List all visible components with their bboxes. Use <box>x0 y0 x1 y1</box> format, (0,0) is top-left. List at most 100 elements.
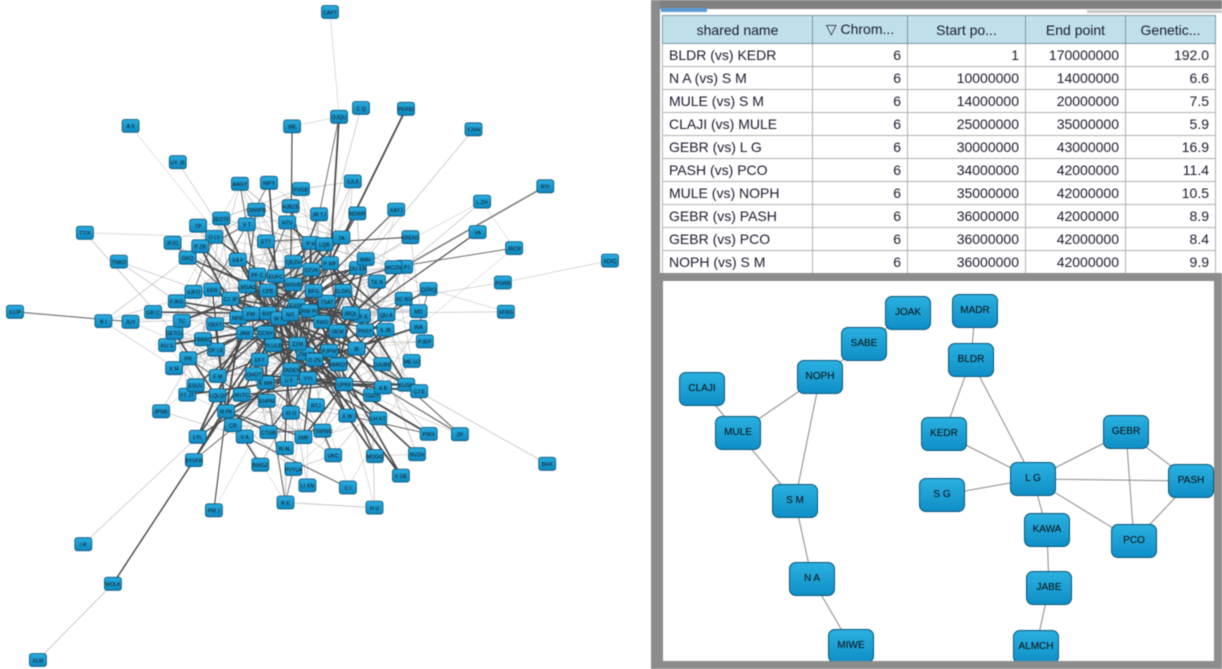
svg-text:XDIQ: XDIQ <box>604 259 617 265</box>
svg-text:KRENS: KRENS <box>401 236 420 242</box>
svg-text:BHX: BHX <box>542 462 553 468</box>
svg-text:TSWWU: TSWWU <box>312 429 333 435</box>
svg-text:OJUBB: OJUBB <box>374 363 392 369</box>
svg-text:TNKO: TNKO <box>112 260 127 266</box>
svg-text:NVZH: NVZH <box>410 453 425 459</box>
svg-text:XMF: XMF <box>298 435 310 441</box>
svg-text:XA F: XA F <box>232 258 244 264</box>
svg-text:HJBZE: HJBZE <box>282 205 299 211</box>
svg-text:C Q: C Q <box>356 106 365 112</box>
svg-text:CR: CR <box>229 423 237 429</box>
svg-text:OEFT: OEFT <box>208 322 223 328</box>
svg-text:O LV: O LV <box>208 235 220 241</box>
svg-text:PWX: PWX <box>423 432 436 438</box>
svg-text:QZRQ: QZRQ <box>421 287 436 293</box>
svg-text:FVGB: FVGB <box>294 187 309 193</box>
svg-text:INA: INA <box>414 325 423 331</box>
svg-text:PM J: PM J <box>208 509 220 515</box>
svg-text:ESUV: ESUV <box>188 384 203 390</box>
svg-text:F M: F M <box>213 374 222 380</box>
svg-text:RW PI: RW PI <box>302 309 317 315</box>
svg-text:TTIX: TTIX <box>79 231 91 237</box>
svg-text:R E: R E <box>281 501 290 507</box>
svg-text:ZZM: ZZM <box>292 342 303 348</box>
svg-text:CAPT: CAPT <box>323 10 338 16</box>
svg-text:MD: MD <box>414 310 422 316</box>
svg-text:UY JE: UY JE <box>170 161 185 167</box>
svg-text:XWO: XWO <box>316 320 329 326</box>
svg-text:WAV: WAV <box>360 257 372 263</box>
svg-text:JRQL: JRQL <box>344 311 358 317</box>
svg-text:ZP: ZP <box>457 433 464 439</box>
svg-text:A B: A B <box>379 386 388 392</box>
svg-text:XC BS: XC BS <box>396 297 412 303</box>
svg-text:TE N: TE N <box>371 280 383 286</box>
svg-text:XJJP: XJJP <box>9 310 22 316</box>
svg-text:YJVH: YJVH <box>467 128 481 134</box>
svg-text:WCZN: WCZN <box>386 266 402 272</box>
svg-text:GETCL: GETCL <box>166 331 184 337</box>
svg-text:EFT: EFT <box>255 358 266 364</box>
svg-text:JEOTF: JEOTF <box>213 217 231 223</box>
svg-text:EER: EER <box>207 288 218 294</box>
svg-text:TP: TP <box>195 224 202 230</box>
svg-text:LYL: LYL <box>193 435 202 441</box>
svg-text:VJFO: VJFO <box>187 290 201 296</box>
svg-text:YYI: YYI <box>304 377 313 383</box>
svg-text:P WF: P WF <box>323 261 337 267</box>
svg-text:ELGKL: ELGKL <box>335 289 352 295</box>
svg-text:CTGB: CTGB <box>261 430 276 436</box>
svg-text:DF LE: DF LE <box>208 348 223 354</box>
svg-text:UPKF: UPKF <box>337 383 352 389</box>
svg-text:NDWR: NDWR <box>349 212 366 218</box>
svg-text:LI XN: LI XN <box>301 484 314 490</box>
svg-text:WSVB: WSVB <box>286 283 302 289</box>
svg-text:H U: H U <box>370 506 379 512</box>
svg-text:LH KT: LH KT <box>371 417 387 423</box>
svg-text:LQB: LQB <box>319 243 330 249</box>
svg-text:JR TJ: JR TJ <box>312 213 326 219</box>
svg-text:WE: WE <box>288 125 297 131</box>
svg-text:OHOT: OHOT <box>246 372 262 378</box>
svg-text:RTJ: RTJ <box>311 404 321 410</box>
svg-text:CJ E: CJ E <box>413 390 425 396</box>
svg-text:TADEN: TADEN <box>283 368 301 374</box>
svg-text:OU EB: OU EB <box>350 266 367 272</box>
svg-text:HMRDS: HMRDS <box>329 363 349 369</box>
svg-text:S JB: S JB <box>380 328 392 334</box>
svg-text:FW: FW <box>247 312 255 318</box>
svg-text:ME UJ: ME UJ <box>404 359 420 365</box>
svg-text:MOGG: MOGG <box>367 454 384 460</box>
svg-text:PJPW: PJPW <box>322 349 337 355</box>
svg-text:PNSY: PNSY <box>358 329 373 335</box>
svg-text:TC: TC <box>178 319 185 325</box>
svg-text:XI O: XI O <box>286 411 297 417</box>
svg-text:EUFC: EUFC <box>269 275 284 281</box>
svg-text:JBCR: JBCR <box>507 246 521 252</box>
svg-text:OJQU: OJQU <box>332 115 347 121</box>
svg-text:SJLE: SJLE <box>346 180 359 186</box>
svg-text:LQLQI: LQLQI <box>210 394 226 400</box>
svg-text:PJEP: PJEP <box>418 340 432 346</box>
svg-text:BWGZ: BWGZ <box>252 463 269 469</box>
svg-text:VA: VA <box>474 230 481 236</box>
svg-text:QU A: QU A <box>380 313 393 319</box>
svg-text:CPB: CPB <box>262 289 273 295</box>
svg-text:MVTC: MVTC <box>234 393 249 399</box>
svg-text:ETT: ETT <box>261 240 272 246</box>
svg-text:HTU: HTU <box>282 221 293 227</box>
svg-text:V T: V T <box>243 223 252 229</box>
svg-text:P H: P H <box>306 241 315 247</box>
svg-text:M PK: M PK <box>220 410 233 416</box>
svg-text:GKQ: GKQ <box>182 256 194 262</box>
svg-text:O ZN: O ZN <box>308 358 321 364</box>
svg-text:UKC: UKC <box>328 454 339 460</box>
svg-text:IB: IB <box>354 347 359 353</box>
svg-text:AAGY: AAGY <box>233 182 248 188</box>
svg-text:FBBRQ: FBBRQ <box>194 338 212 344</box>
svg-text:XFBG: XFBG <box>499 310 513 316</box>
svg-text:NIT: NIT <box>286 313 295 319</box>
svg-text:DCNY: DCNY <box>258 331 273 337</box>
svg-text:PR: PR <box>185 357 193 363</box>
svg-text:X W: X W <box>342 414 352 420</box>
